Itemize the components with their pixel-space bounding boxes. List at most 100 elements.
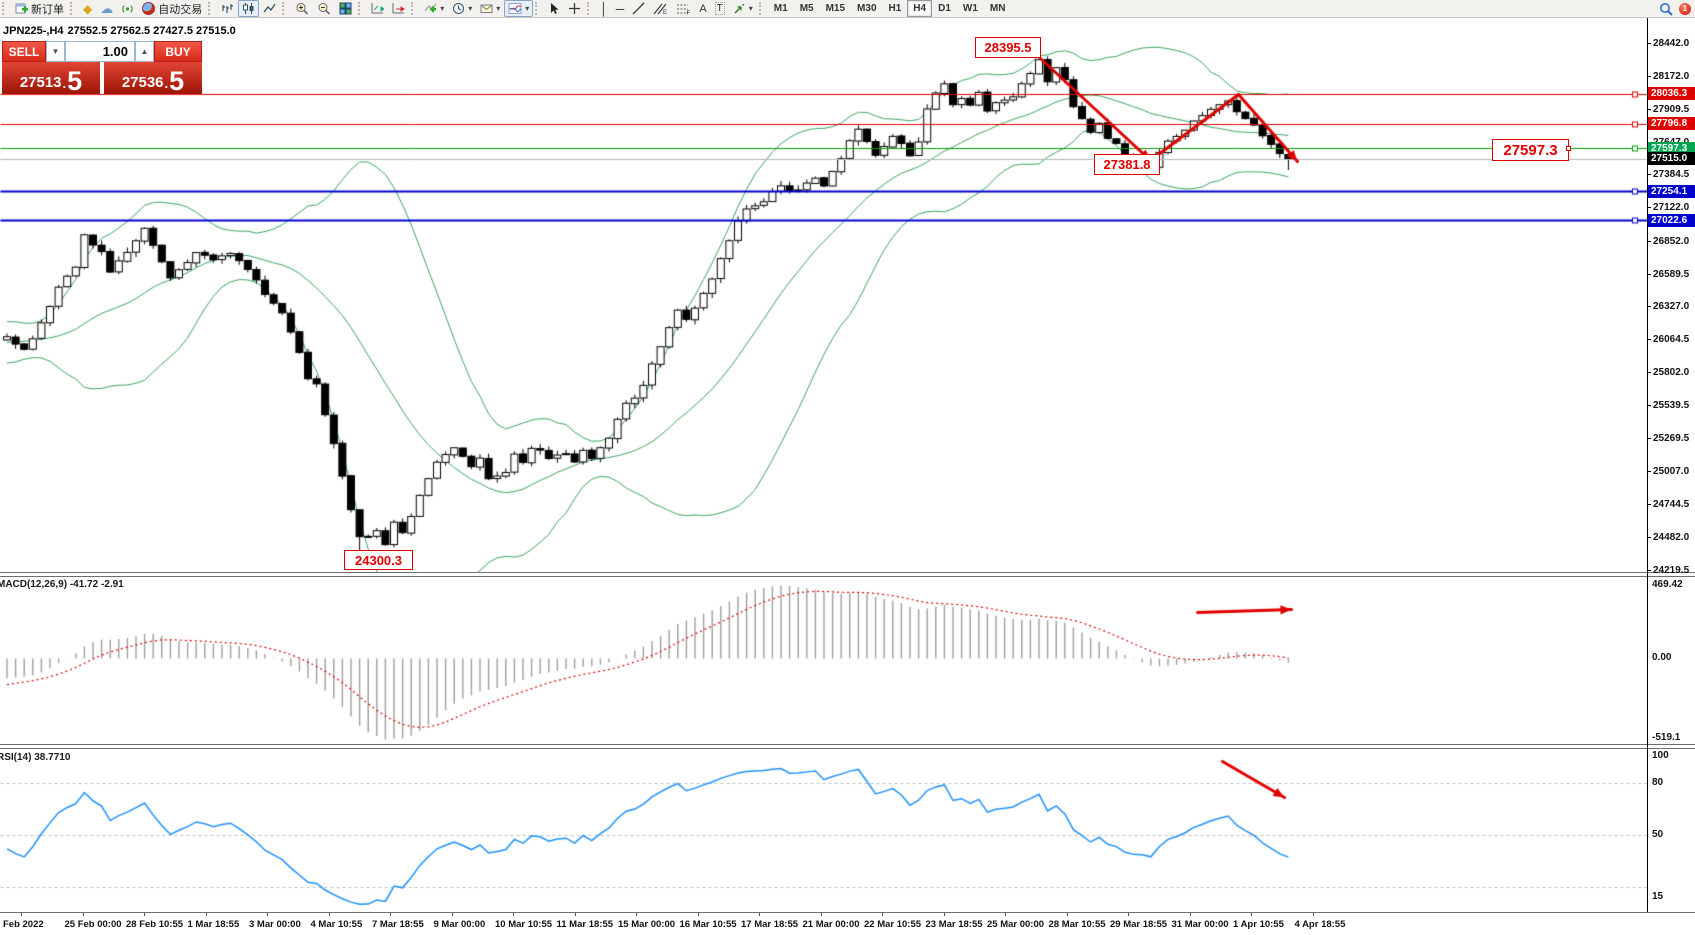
search-icon[interactable] [1659,2,1673,16]
price-tick-label: 26064.5 [1647,334,1695,345]
volume-decrease-button[interactable]: ▼ [46,41,65,62]
periods-button[interactable]: ▾ [448,0,476,17]
date-label: 10 Mar 10:55 [495,919,553,930]
signals-button[interactable] [117,0,138,17]
buy-price[interactable]: 27536. 5 [104,62,202,95]
date-label: 28 Mar 10:55 [1048,919,1106,930]
chart-profiles-icon [508,3,522,14]
annotation-box[interactable]: 24300.3 [344,550,413,570]
date-label: 25 Mar 00:00 [987,919,1045,930]
price-badge: 27597.3 [1648,141,1695,155]
annotation-box[interactable]: 28395.5 [975,37,1041,58]
gold-book-icon: ◆ [83,1,93,16]
date-label: 3 Mar 00:00 [249,919,301,930]
timeframe-button-h1[interactable]: H1 [888,3,902,14]
chart-shift-button[interactable] [388,0,409,17]
timeframe-button-m1[interactable]: M1 [773,3,788,14]
zoom-out-button[interactable] [313,0,335,17]
text-tool[interactable]: A [695,0,710,17]
date-label: 22 Mar 10:55 [864,919,922,930]
sell-price[interactable]: 27513. 5 [2,62,100,95]
cursor-tool-button[interactable] [544,0,564,17]
price-tick-label: 24219.5 [1647,565,1695,576]
panel-separator[interactable] [0,744,1695,749]
date-label: 7 Mar 18:55 [372,919,424,930]
notification-icon[interactable]: 1 [1679,2,1691,15]
timeframe-button-h4[interactable]: H4 [907,0,933,17]
candlestick-icon [243,3,254,14]
panel-separator[interactable] [0,572,1695,577]
volume-input[interactable] [65,41,135,62]
timeframe-button-m30[interactable]: M30 [857,3,877,14]
timeframe-button-w1[interactable]: W1 [962,3,978,14]
timeframe-button-mn[interactable]: MN [989,3,1006,14]
mail-report-button[interactable]: ▾ [476,0,504,17]
toolbar-grip [535,2,542,15]
tile-windows-button[interactable] [335,0,356,17]
auto-scroll-button[interactable] [367,0,388,17]
buy-button[interactable]: BUY [154,41,202,62]
text-a-icon: A [699,2,707,15]
timeframe-button-m5[interactable]: M5 [799,3,814,14]
date-tick [1128,913,1129,916]
trendline-tool[interactable] [628,0,649,17]
macd-canvas[interactable] [0,577,1647,743]
sell-button[interactable]: SELL [2,41,46,62]
bar-chart-button[interactable] [217,0,238,17]
indicators-button[interactable]: ▾ [420,0,448,17]
price-axis-line[interactable] [1647,18,1648,912]
mql-editor-button[interactable]: ◆ [79,0,96,17]
text-label-icon: T [714,2,725,15]
price-badge: 27796.8 [1648,117,1695,131]
timeframe-bar: M1 M5 M15 M30 H1 H4 D1 W1 MN [768,0,1012,17]
fibonacci-tool[interactable]: F [672,0,695,17]
crosshair-icon [569,3,581,14]
line-chart-button[interactable] [259,0,280,17]
toolbar-grip [411,2,418,15]
timeframe-button-d1[interactable]: D1 [938,3,951,14]
date-label: 1 Mar 18:55 [187,919,240,930]
market-button[interactable]: ☁ [96,0,117,17]
buy-price-main: 27536 [121,74,164,91]
price-tick-label: 27909.5 [1647,104,1695,115]
date-label: 25 Feb 00:00 [64,919,122,930]
new-order-button[interactable]: 新订单 [11,0,68,17]
toolbar-grip [358,2,365,15]
crosshair-tool-button[interactable] [564,0,585,17]
date-tick [1251,913,1252,916]
time-axis[interactable]: Feb 2022 25 Feb 00:00 28 Feb 10:55 1 Mar 18… [0,912,1695,935]
date-label: 31 Mar 00:00 [1171,919,1229,930]
toolbar-grip [2,2,9,15]
date-tick [1066,913,1068,916]
svg-text:F: F [687,11,691,16]
date-tick [943,913,945,916]
macd-axis-label: -519.1 [1652,732,1681,743]
chart-profiles-button[interactable]: ▾ [504,0,534,17]
price-tick-label: 24744.5 [1647,499,1695,510]
volume-increase-button[interactable]: ▲ [135,41,154,62]
tile-windows-icon [339,2,352,15]
zoom-in-button[interactable] [291,0,313,17]
price-tick-label: 28172.0 [1647,71,1695,82]
annotation-box[interactable]: 27381.8 [1094,154,1160,175]
main-chart-canvas[interactable] [0,18,1647,573]
channel-tool[interactable]: E [649,0,672,17]
candlestick-chart-button[interactable] [238,0,260,17]
arrows-tool[interactable]: ▾ [729,0,757,17]
annotation-box[interactable]: 27597.3 [1492,139,1569,161]
toolbar: 新订单 ◆ ☁ 自动交易 ▾ ▾ ▾ ▾ │ ─ E F A [0,0,1695,18]
svg-text:E: E [663,10,667,15]
horizontal-line-tool[interactable]: ─ [612,0,629,17]
vertical-line-tool[interactable]: │ [596,0,612,17]
price-badge: 27515.0 [1648,152,1695,166]
rsi-canvas[interactable] [0,749,1647,912]
autotrading-icon [142,2,156,15]
autotrading-button[interactable]: 自动交易 [138,0,206,17]
date-label: 1 Apr 10:55 [1233,919,1284,930]
date-label: 28 Feb 10:55 [126,919,184,930]
label-tool[interactable]: T [711,0,729,17]
zoom-out-icon [318,3,331,15]
timeframe-button-m15[interactable]: M15 [825,3,846,14]
equidistant-channel-icon: E [653,3,667,15]
price-tick-label: 26852.0 [1647,236,1695,247]
